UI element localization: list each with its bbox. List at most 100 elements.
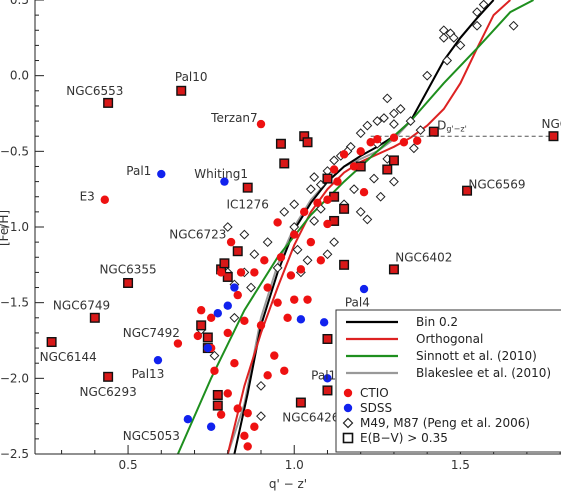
sdss-point <box>183 414 193 424</box>
ctio-point <box>273 218 282 227</box>
ctio-point <box>373 135 382 144</box>
legend-label: Blakeslee et al. (2010) <box>416 366 551 380</box>
square-point <box>89 312 100 323</box>
square-point <box>322 385 333 396</box>
sdss-point <box>213 309 222 318</box>
square-point <box>322 333 333 344</box>
legend: Bin 0.2 Orthogonal Sinnott et al. (2010) Bl… <box>335 309 561 453</box>
square-point <box>103 97 114 108</box>
legend-marker-ctio <box>343 388 353 398</box>
ctio-point <box>226 237 236 247</box>
point-label: NGC6402 <box>395 250 452 264</box>
annotation-label: Dg'−z' <box>437 119 467 134</box>
legend-label: E(B−V) > 0.35 <box>360 431 448 445</box>
ctio-point <box>306 237 316 247</box>
ctio-point <box>256 321 266 330</box>
diamond-point <box>362 120 373 131</box>
diamond-point <box>229 312 240 323</box>
point-label: Pal1 <box>126 164 151 178</box>
point-label: Terzan7 <box>210 111 258 125</box>
y-tick-label: −2.5 <box>0 447 29 461</box>
point-label: Pal13 <box>132 367 165 381</box>
diamond-point <box>438 32 449 43</box>
y-tick-label: 0.5 <box>10 0 29 7</box>
ctio-point <box>313 198 322 207</box>
ctio-point <box>250 422 259 431</box>
diamond-point <box>472 7 482 18</box>
diamond-point <box>246 282 256 293</box>
annotation-subscript: g'−z' <box>446 125 466 134</box>
ctio-point <box>223 389 232 398</box>
ctio-point <box>316 256 326 265</box>
legend-label: Orthogonal <box>416 332 483 346</box>
ctio-point <box>236 268 246 277</box>
diamond-point <box>256 380 266 391</box>
fit-line-bin <box>233 0 495 454</box>
square-point <box>339 203 350 214</box>
diamond-point <box>322 249 333 260</box>
diamond-point <box>249 249 260 260</box>
square-point <box>212 389 223 400</box>
ctio-point <box>296 265 306 274</box>
diamond-point <box>309 216 320 226</box>
diamond-point <box>329 155 340 166</box>
ctio-point <box>270 351 279 360</box>
diamond-point <box>329 237 340 248</box>
y-axis-title-group: [Fe/H] <box>0 210 11 246</box>
diamond-point <box>292 244 303 255</box>
point-label: NGC5053 <box>123 429 180 443</box>
point-label: NGC6553 <box>66 84 123 98</box>
diamond-point <box>272 262 283 273</box>
diamond-point <box>455 40 466 51</box>
ctio-point <box>290 230 299 239</box>
sdss-point <box>230 283 239 292</box>
diamond-point <box>349 184 359 195</box>
diamond-point <box>415 125 426 136</box>
y-tick-label: −1.5 <box>0 296 29 310</box>
ctio-point <box>413 136 422 145</box>
ctio-point <box>349 162 359 171</box>
diamond-point <box>472 20 482 31</box>
square-point <box>428 126 439 137</box>
ctio-point <box>196 306 206 315</box>
diamond-point <box>372 116 383 126</box>
ctio-point <box>323 219 332 229</box>
ctio-point <box>366 138 375 147</box>
square-point <box>202 332 213 343</box>
diamond-point <box>369 173 379 184</box>
legend-marker-square <box>342 432 354 444</box>
ctio-point <box>233 290 242 300</box>
ctio-point <box>230 359 239 368</box>
axes-layer: −2.5 −2.0 −1.5 −1.0 −0.5 0.0 0.5 0.5 1.0 1.5 <box>0 0 561 472</box>
ctio-point <box>339 150 349 159</box>
point-label: Pal10 <box>175 70 208 84</box>
point-labels-layer: NGC6553 Pal10 NGC6760 IC1276 NGC6569 NGC6355 N… <box>40 70 561 443</box>
square-point <box>212 400 223 411</box>
diamond-point <box>389 119 399 130</box>
square-point <box>123 277 134 288</box>
ctio-point <box>233 404 242 413</box>
ctio-point <box>329 165 339 174</box>
ctio-point <box>263 283 272 292</box>
ctio-point <box>356 147 365 156</box>
sdss-point <box>157 169 166 179</box>
x-tick-label: 1.5 <box>451 458 470 472</box>
ctio-point <box>250 268 259 277</box>
square-point <box>339 259 350 270</box>
ctio-point <box>173 339 183 348</box>
y-axis-title: [Fe/H] <box>0 210 11 246</box>
legend-box <box>335 309 561 453</box>
diamond-point <box>422 70 433 81</box>
x-tick-label: 0.5 <box>119 458 138 472</box>
ctio-point <box>286 271 296 280</box>
legend-label: SDSS <box>360 401 392 415</box>
ctio-point <box>193 331 203 341</box>
ctio-point <box>399 138 409 147</box>
ctio-point <box>283 313 292 322</box>
ctio-point <box>210 366 219 375</box>
ctio-point <box>389 133 399 142</box>
ctio-point <box>276 253 286 262</box>
ctio-point <box>243 408 252 418</box>
ctio-point <box>280 366 289 375</box>
ctio-point <box>256 119 266 129</box>
